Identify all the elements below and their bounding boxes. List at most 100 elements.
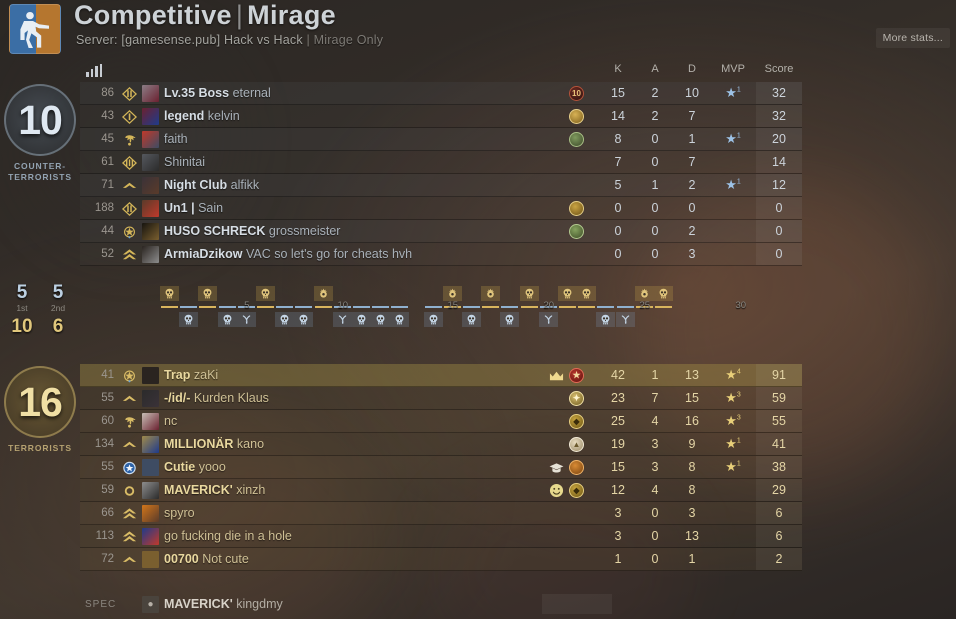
avatar	[142, 459, 159, 476]
round-winner-t	[256, 286, 275, 301]
player-ping: 61	[101, 156, 114, 168]
player-score: 32	[772, 109, 786, 123]
table-row[interactable]: 43 legend kelvin 14 2 7 32	[80, 105, 802, 128]
rank-global-elite-icon	[120, 367, 138, 384]
table-row[interactable]: 71 Night Club alfikk 5 1 2 ★1 12	[80, 174, 802, 197]
player-badges	[548, 458, 585, 477]
round-winner-ct	[256, 312, 275, 327]
player-ping: 55	[101, 392, 114, 404]
table-row[interactable]: 86 Lv.35 Boss eternal 10 15 2 10 ★1 32	[80, 82, 802, 105]
player-k: 23	[611, 391, 625, 405]
table-row[interactable]: 59 MAVERICK' xinzh ◆ 12 4 8 29	[80, 479, 802, 502]
round-winner-t	[352, 286, 371, 301]
table-row[interactable]: 134 MILLIONÄR kano ▲ 19 3 9 ★1 41	[80, 433, 802, 456]
table-row[interactable]: 61 Shinitai 7 0 7 14	[80, 151, 802, 174]
round-bar	[333, 306, 351, 308]
player-score: 6	[775, 506, 783, 520]
player-score: 14	[772, 155, 786, 169]
player-ping: 60	[101, 415, 114, 427]
t-team-label: TERRORISTS	[8, 443, 72, 453]
round-bar	[295, 306, 313, 308]
rank-diamond-2-icon	[120, 85, 138, 102]
star-red-icon: ★	[568, 367, 585, 384]
player-ping: 41	[101, 369, 114, 381]
round-winner-ct	[352, 312, 371, 327]
table-row[interactable]: 188 Un1 | Sain 0 0 0 0	[80, 197, 802, 220]
table-row[interactable]: 60 nc ◆ 25 4 16 ★3 55	[80, 410, 802, 433]
player-a: 0	[651, 552, 659, 566]
server-prefix-label: Server:	[76, 33, 118, 47]
title-separator: |	[235, 0, 244, 30]
round-winner-ct	[390, 312, 410, 327]
round-bar	[501, 306, 519, 308]
player-ping: 86	[101, 87, 114, 99]
table-row[interactable]: 41 Trap zaKi ★ 42 1 13 ★4 91	[80, 364, 802, 387]
player-k: 12	[611, 483, 625, 497]
round-marker	[538, 286, 558, 338]
player-ping: 43	[101, 110, 114, 122]
more-stats-button[interactable]: More stats...	[875, 28, 950, 48]
spectator-row: SPEC ● MAVERICK' kingdmy	[80, 592, 802, 617]
round-winner-ct	[332, 312, 352, 327]
column-header-score: Score	[764, 63, 794, 75]
player-name: MILLIONÄR kano	[164, 437, 265, 451]
round-winner-t	[390, 286, 409, 301]
table-row[interactable]: 55 -/id/- Kurden Klaus ✦ 23 7 15 ★3 59	[80, 387, 802, 410]
score-cell-background	[756, 456, 802, 478]
player-name: Lv.35 Boss eternal	[164, 86, 271, 100]
mvp-star-icon: ★3	[725, 390, 741, 405]
round-winner-ct	[179, 312, 199, 327]
round-winner-ct	[538, 312, 558, 327]
player-ping: 66	[101, 507, 114, 519]
player-d: 2	[688, 178, 696, 192]
round-marker	[558, 286, 577, 338]
round-history-timeline: 5 10 15 20 25 30	[160, 286, 760, 338]
score-cell-background	[756, 105, 802, 127]
mvp-star-icon: ★1	[725, 85, 741, 100]
t-player-table: 41 Trap zaKi ★ 42 1 13 ★4 91 55 -/id/- Kurden Kla…	[80, 364, 802, 571]
table-row[interactable]: 113 go fucking die in a hole 3 0 13 6	[80, 525, 802, 548]
coin-service-icon	[568, 200, 585, 217]
round-marker	[519, 286, 539, 338]
cs-player-icon	[9, 4, 61, 54]
score-cell-background	[756, 387, 802, 409]
round-winner-ct	[198, 312, 217, 327]
table-row[interactable]: 52 ArmiaDzikow VAC so let's go for cheats…	[80, 243, 802, 266]
round-bar	[276, 306, 294, 308]
score-cell-background	[756, 128, 802, 150]
round-winner-t	[634, 286, 654, 301]
player-name: MAVERICK' xinzh	[164, 483, 266, 497]
player-score: 55	[772, 414, 786, 428]
player-a: 2	[651, 86, 659, 100]
round-marker	[236, 286, 256, 338]
table-row[interactable]: 66 spyro 3 0 3 6	[80, 502, 802, 525]
rank-chevron-double-icon	[120, 246, 138, 263]
round-bar	[635, 306, 653, 308]
avatar	[142, 436, 159, 453]
table-row[interactable]: 44 HUSO SCHRECK grossmeister 0 0 2 0	[80, 220, 802, 243]
player-badges	[568, 107, 585, 126]
round-winner-ct	[500, 312, 520, 327]
player-d: 3	[688, 506, 696, 520]
table-row[interactable]: 72 00700 Not cute 1 0 1 2	[80, 548, 802, 571]
avatar	[142, 413, 159, 430]
game-mode-label: Competitive	[74, 0, 232, 30]
round-bar	[655, 306, 672, 308]
player-k: 15	[611, 86, 625, 100]
rank-chevron-icon	[120, 390, 138, 407]
round-bar	[520, 306, 538, 308]
table-row[interactable]: 55 Cutie yooo 15 3 8 ★1 38	[80, 456, 802, 479]
round-winner-ct	[314, 312, 333, 327]
score-cell-background	[756, 433, 802, 455]
player-badges: ▲	[568, 435, 585, 454]
round-marker	[275, 286, 295, 338]
round-bar	[443, 306, 461, 308]
round-winner-ct	[275, 312, 295, 327]
round-winner-t	[160, 286, 179, 301]
round-number-label: 5	[244, 300, 250, 311]
rank-eagle-icon	[120, 131, 138, 148]
round-winner-t	[616, 286, 635, 301]
table-row[interactable]: 45 faith 8 0 1 ★1 20	[80, 128, 802, 151]
score-cell-background	[756, 364, 802, 386]
ct-team-badge: 10 COUNTER- TERRORISTS	[2, 84, 78, 183]
